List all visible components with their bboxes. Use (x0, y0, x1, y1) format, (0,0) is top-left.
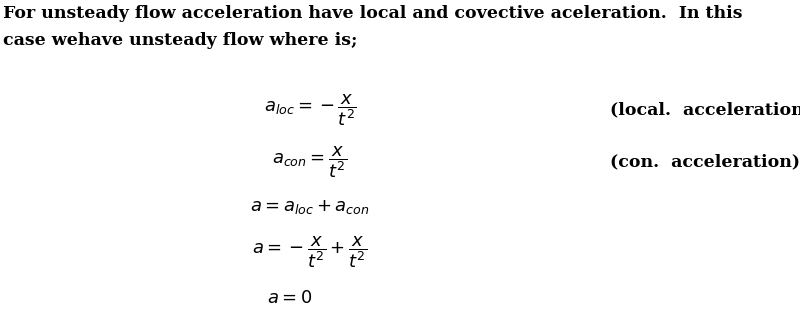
Text: For unsteady flow acceleration have local and covective aceleration.  In this: For unsteady flow acceleration have loca… (3, 5, 742, 22)
Text: $a = -\dfrac{x}{t^2} + \dfrac{x}{t^2}$: $a = -\dfrac{x}{t^2} + \dfrac{x}{t^2}$ (253, 234, 367, 270)
Text: $a_{con} = \dfrac{x}{t^2}$: $a_{con} = \dfrac{x}{t^2}$ (273, 144, 347, 180)
Text: (local.  acceleration): (local. acceleration) (610, 101, 800, 119)
Text: $a = a_{loc} + a_{con}$: $a = a_{loc} + a_{con}$ (250, 198, 370, 216)
Text: case wehave unsteady flow where is;: case wehave unsteady flow where is; (3, 32, 358, 49)
Text: $a_{loc} = -\dfrac{x}{t^2}$: $a_{loc} = -\dfrac{x}{t^2}$ (264, 92, 356, 128)
Text: (con.  acceleration): (con. acceleration) (610, 153, 800, 171)
Text: $a = 0$: $a = 0$ (267, 289, 313, 307)
